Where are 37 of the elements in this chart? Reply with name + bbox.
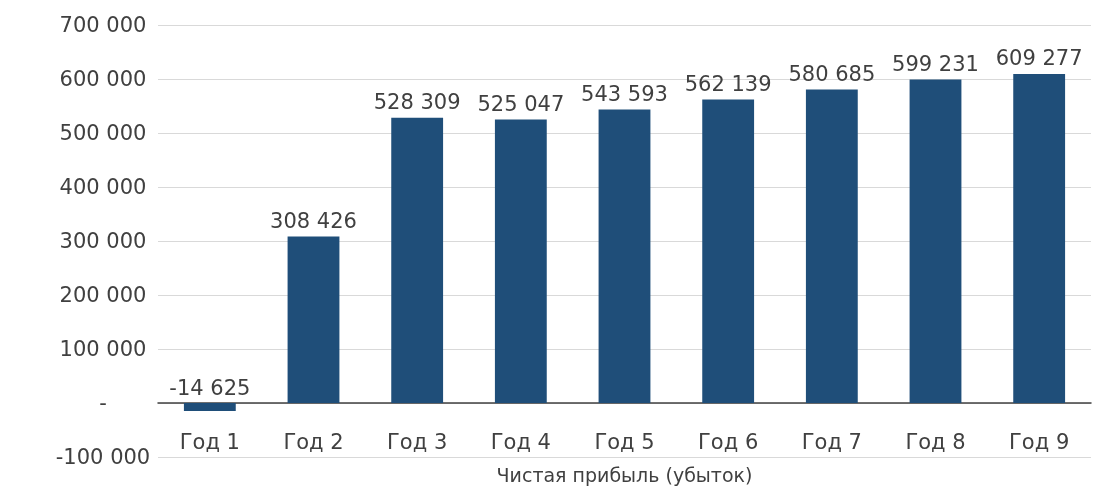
x-tick-label: Год 4 (490, 429, 551, 454)
y-tick-label: 100 000 (59, 337, 147, 361)
data-label: 528 309 (373, 90, 461, 115)
bar (494, 119, 547, 403)
x-axis-title: Чистая прибыль (убыток) (496, 463, 753, 486)
y-tick-label: 200 000 (59, 283, 147, 307)
data-label: 609 277 (995, 46, 1083, 71)
x-tick-label: Год 3 (387, 429, 448, 454)
bar (702, 99, 755, 403)
data-label: 308 426 (270, 208, 357, 233)
bar (183, 403, 236, 411)
x-tick-label: Год 2 (283, 429, 344, 454)
y-tick-label: 700 000 (59, 13, 147, 37)
x-tick-label: Год 8 (905, 429, 966, 454)
bar (909, 79, 962, 403)
y-tick-label: - (99, 391, 107, 415)
y-tick-label: 500 000 (59, 121, 147, 145)
y-tick-label: 300 000 (59, 229, 147, 253)
x-tick-label: Год 6 (698, 429, 759, 454)
y-tick-label: 400 000 (59, 175, 147, 199)
bar (391, 117, 444, 403)
data-label: 599 231 (892, 51, 979, 76)
data-label: -14 625 (169, 375, 251, 400)
data-label: 525 047 (477, 91, 565, 116)
y-tick-label: -100 000 (55, 445, 151, 469)
bar (598, 109, 651, 403)
bar (287, 236, 340, 403)
data-label: 580 685 (788, 61, 876, 86)
y-tick-label: 600 000 (59, 67, 147, 91)
bar (1013, 73, 1066, 403)
x-tick-label: Год 7 (801, 429, 862, 454)
data-label: 543 593 (581, 81, 668, 106)
x-tick-label: Год 1 (179, 429, 240, 454)
x-tick-label: Год 5 (594, 429, 655, 454)
data-label: 562 139 (684, 71, 772, 96)
x-tick-label: Год 9 (1009, 429, 1070, 454)
bar (805, 89, 858, 403)
